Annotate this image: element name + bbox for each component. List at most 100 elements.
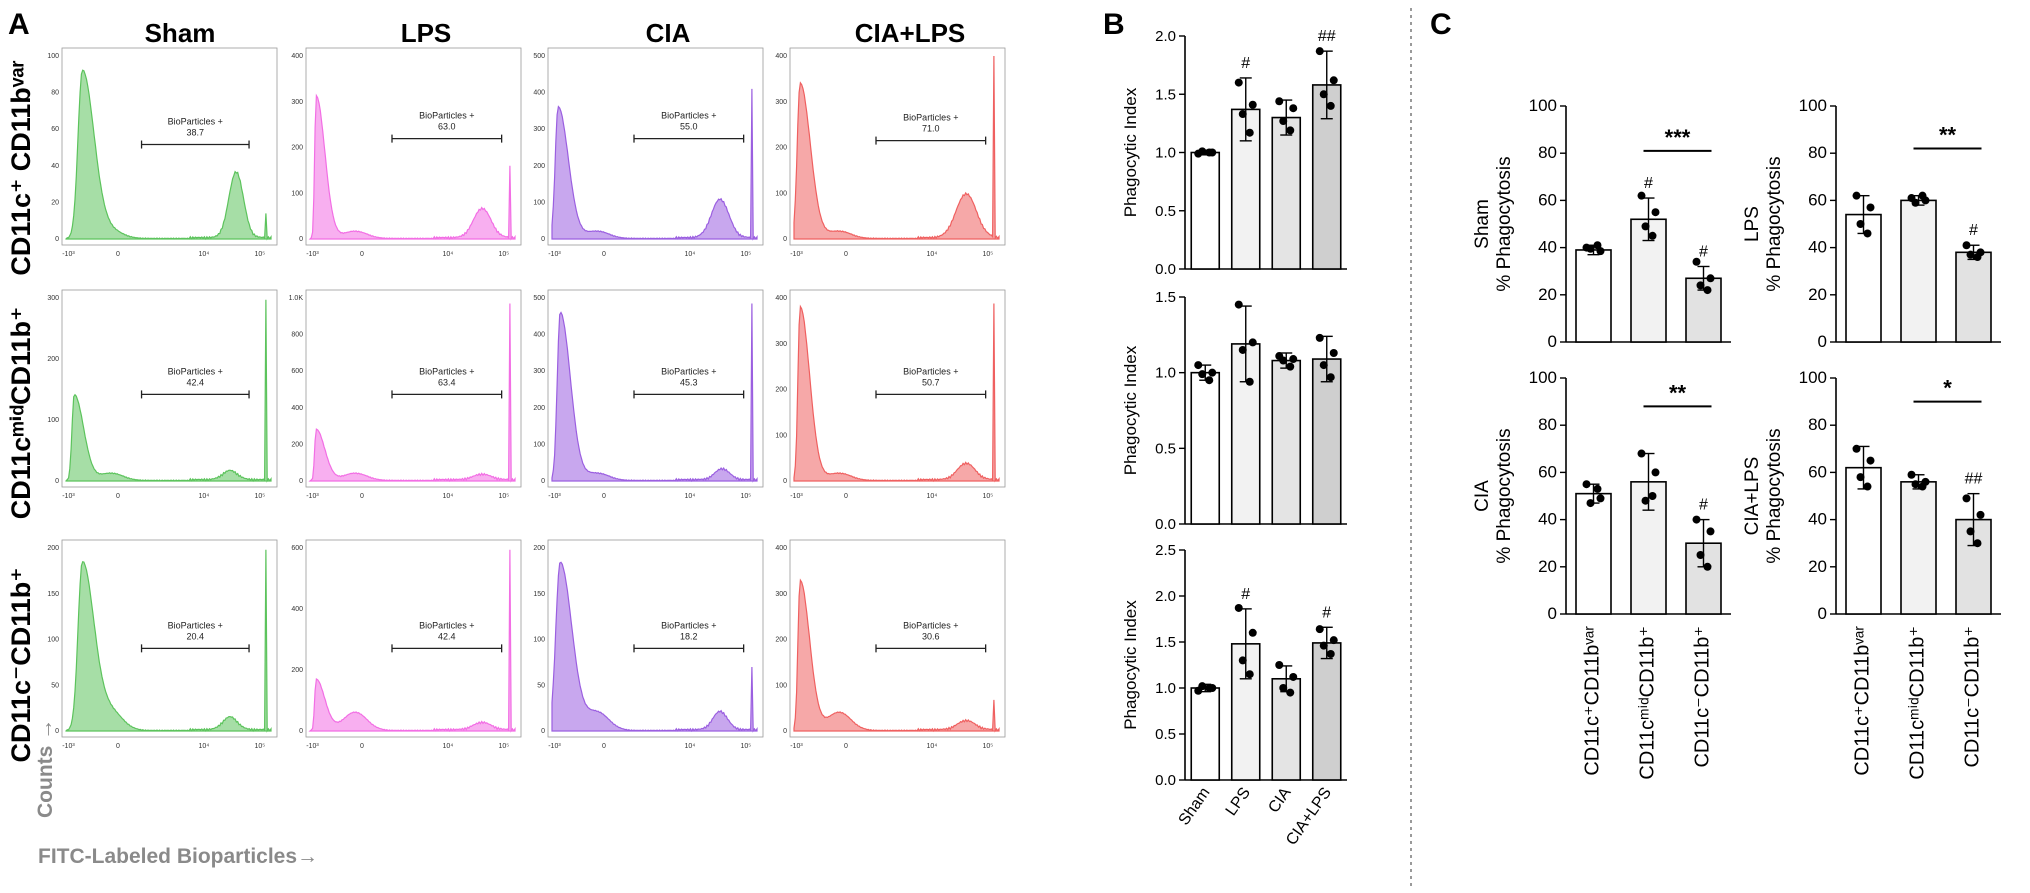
y-tick-label: 20 xyxy=(1538,557,1557,576)
histogram-curve xyxy=(551,303,758,483)
data-point xyxy=(1319,90,1328,99)
histogram-y-tick-label: 500 xyxy=(533,295,545,302)
data-point xyxy=(1596,494,1605,503)
x-category-label: CIA xyxy=(1265,784,1294,816)
histogram-curve xyxy=(793,303,1000,483)
histogram-x-tick-label: 10⁵ xyxy=(254,251,265,258)
data-point xyxy=(1319,641,1328,650)
y-tick-label: 100 xyxy=(1529,368,1557,387)
y-tick-label: 80 xyxy=(1808,143,1827,162)
histogram-x-tick-label: 10⁵ xyxy=(498,251,509,258)
data-point xyxy=(1637,449,1646,458)
histogram-x-tick-label: 0 xyxy=(116,743,120,750)
gate-value: 20.4 xyxy=(187,631,205,641)
histogram-x-tick-label: 10⁵ xyxy=(982,743,993,750)
histogram-y-tick-label: 200 xyxy=(533,405,545,412)
data-point xyxy=(1596,247,1605,256)
gate-label: BioParticles + xyxy=(419,620,474,630)
data-point xyxy=(1289,672,1298,681)
significance-hash: # xyxy=(1969,222,1978,239)
histogram-curve xyxy=(793,578,1000,733)
x-category-label: CD11cᵐⁱᵈCD11b⁺ xyxy=(1907,626,1929,780)
data-point xyxy=(1962,494,1971,503)
y-tick-label: 40 xyxy=(1538,238,1557,257)
bar xyxy=(1575,249,1612,343)
gate-label: BioParticles + xyxy=(168,117,223,127)
histogram-frame xyxy=(789,289,1006,488)
bar xyxy=(1955,251,1992,343)
histogram-y-tick-label: 0 xyxy=(541,236,545,243)
histogram-y-tick-label: 300 xyxy=(291,99,303,106)
histogram-y-tick-label: 100 xyxy=(533,637,545,644)
y-tick-label: 20 xyxy=(1808,557,1827,576)
flow-histogram-r0-c0: 0 20 40 60 80 100 -10³ 0 10⁴ 10⁵ BioParticles +38.… xyxy=(47,47,278,258)
data-point xyxy=(1205,148,1214,157)
data-point xyxy=(1238,345,1247,354)
flow-histogram-r2-c0: 0 50 100 150 200 -10³ 0 10⁴ 10⁵ BioParticles +20.… xyxy=(47,539,278,750)
data-point xyxy=(1918,482,1927,491)
data-point xyxy=(1198,682,1207,691)
histogram-y-tick-label: 200 xyxy=(291,667,303,674)
histogram-y-tick-label: 80 xyxy=(51,90,59,97)
x-category-label: CD11c⁺CD11bᵛᵃʳ xyxy=(1582,626,1604,776)
histogram-y-tick-label: 800 xyxy=(291,332,303,339)
gate-label: BioParticles + xyxy=(419,366,474,376)
x-category-label: LPS xyxy=(1223,785,1254,820)
data-point xyxy=(1245,377,1254,386)
histogram-x-tick-label: 0 xyxy=(360,493,364,500)
y-axis-label: Sham xyxy=(1472,199,1493,249)
histogram-y-tick-label: 200 xyxy=(533,163,545,170)
histogram-y-tick-label: 300 xyxy=(47,295,59,302)
histogram-x-tick-label: -10³ xyxy=(790,743,803,750)
data-point xyxy=(1966,527,1975,536)
histogram-frame xyxy=(305,289,522,488)
data-point xyxy=(1326,101,1335,110)
histogram-curve xyxy=(65,299,272,483)
gate-value: 42.4 xyxy=(438,631,456,641)
y-tick-label: 0 xyxy=(1548,332,1557,351)
gate-label: BioParticles + xyxy=(661,111,716,121)
histogram-x-tick-label: 0 xyxy=(602,251,606,258)
histogram-y-tick-label: 400 xyxy=(775,545,787,552)
data-point xyxy=(1234,603,1243,612)
data-point xyxy=(1279,684,1288,692)
gate-value: 71.0 xyxy=(922,124,940,134)
flow-histogram-r0-c1: 0 100 200 300 400 -10³ 0 10⁴ 10⁵ BioParticles +63… xyxy=(291,47,522,258)
histogram-y-tick-label: 0 xyxy=(55,236,59,243)
data-point xyxy=(1198,370,1207,379)
y-axis-label: % Phagocytosis xyxy=(1764,428,1785,563)
y-axis-label: LPS xyxy=(1742,206,1763,242)
data-point xyxy=(1703,562,1712,571)
histogram-y-tick-label: 0 xyxy=(783,478,787,485)
y-axis-label: % Phagocytosis xyxy=(1494,156,1515,291)
histogram-x-tick-label: -10³ xyxy=(306,251,319,258)
panel-b-0-plot: 0.00.51.01.52.0###Phagocytic Index xyxy=(1121,28,1347,278)
significance-hash: # xyxy=(1322,604,1331,621)
histogram-x-tick-label: 10⁴ xyxy=(443,251,454,258)
histogram-y-tick-label: 600 xyxy=(291,545,303,552)
data-point xyxy=(1315,625,1324,634)
bar xyxy=(1190,151,1221,270)
histogram-y-tick-label: 50 xyxy=(537,682,545,689)
y-tick-label: 0.5 xyxy=(1155,203,1176,220)
gate-value: 38.7 xyxy=(187,128,205,138)
histogram-x-tick-label: 0 xyxy=(360,251,364,258)
histogram-x-tick-label: 10⁴ xyxy=(685,743,696,750)
flow-histogram-r2-c3: 0 100 200 300 400 -10³ 0 10⁴ 10⁵ BioParticles +30… xyxy=(775,539,1006,750)
y-tick-label: 1.5 xyxy=(1155,634,1176,651)
flow-column-title-sham: Sham xyxy=(145,18,216,48)
histogram-x-tick-label: -10³ xyxy=(306,743,319,750)
flow-x-axis-label: FITC-Labeled Bioparticles→ xyxy=(38,845,318,868)
histogram-y-tick-label: 200 xyxy=(775,145,787,152)
data-point xyxy=(1329,636,1338,645)
flow-column-title-cia-lps: CIA+LPS xyxy=(855,18,966,48)
data-point xyxy=(1852,191,1861,200)
data-point xyxy=(1593,484,1602,493)
panel-c-3-plot: 0 20 40 60 80 100 CD11c⁺CD11bᵛᵃʳ CD11cᵐⁱᵈCD11b⁺… xyxy=(1742,368,2001,780)
significance-stars: * xyxy=(1943,376,1952,401)
histogram-y-tick-label: 200 xyxy=(291,145,303,152)
panel-c-2-plot: 0 20 40 60 80 100 CD11c⁺CD11bᵛᵃʳ CD11cᵐⁱᵈCD11b⁺… xyxy=(1472,368,1731,780)
y-axis-label: % Phagocytosis xyxy=(1494,428,1515,563)
